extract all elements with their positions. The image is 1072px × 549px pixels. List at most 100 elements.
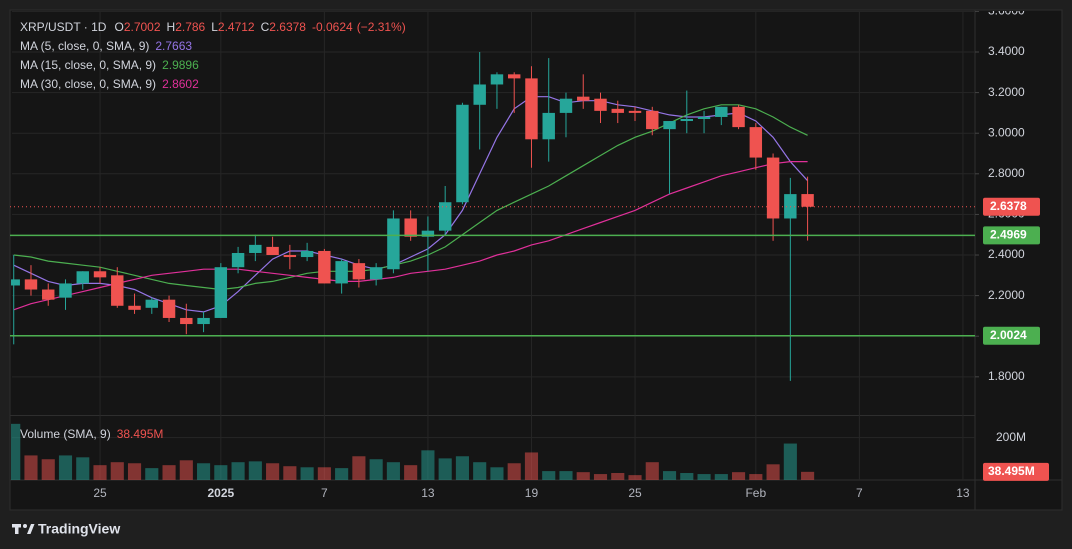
legend: XRP/USDT · 1D O2.7002 H2.786 L2.4712 C2.6378… (20, 20, 406, 441)
change-value: -0.0624 (312, 20, 353, 34)
ma-value: 2.9896 (162, 58, 199, 72)
x-tick-label: 13 (956, 486, 970, 500)
ma-line (13, 161, 808, 311)
ma-legend: MA (30, close, 0, SMA, 9) 2.8602 (20, 77, 199, 91)
price-label: 2.6378 (990, 199, 1027, 213)
candle-body (318, 250, 331, 284)
candle-body (732, 106, 745, 128)
candle-body (197, 317, 210, 325)
x-tick-label: 7 (856, 486, 863, 500)
volume-bar (421, 450, 435, 480)
y-tick-label: 2.8000 (988, 166, 1025, 180)
volume-bar (369, 459, 383, 480)
candle-body (93, 271, 107, 278)
volume-bar (162, 465, 176, 480)
volume-bar (41, 459, 55, 480)
volume-bar (11, 423, 21, 480)
volume-bar (524, 452, 539, 480)
volume-bar (732, 472, 746, 480)
volume-bar (58, 455, 73, 480)
ma-value: 2.7663 (155, 39, 192, 53)
candle-body (249, 244, 262, 253)
ohlc-value: 2.786 (175, 20, 205, 34)
candle-body (507, 74, 521, 79)
level-label-box (983, 326, 1040, 345)
branding: TradingView (38, 521, 120, 537)
ohlc-value: 2.7002 (124, 20, 161, 34)
candle-body (542, 112, 555, 140)
ohlc-label: C (261, 20, 270, 34)
symbol-title: XRP/USDT · 1D (20, 20, 107, 34)
volume-bar (783, 443, 797, 480)
candle-body (473, 84, 486, 105)
volume-bar (611, 473, 625, 480)
volume-bar (300, 467, 314, 480)
ma-value: 2.8602 (162, 77, 199, 91)
plot-area (11, 51, 815, 480)
candle-body (24, 279, 38, 290)
ma-legend: MA (5, close, 0, SMA, 9) 2.7663 (20, 39, 192, 53)
ohlc-label: H (167, 20, 176, 34)
volume-bar (197, 463, 211, 480)
y-tick-label: 2.2000 (988, 288, 1025, 302)
volume-bar (576, 472, 590, 480)
volume-bar (593, 474, 608, 480)
candle-body (162, 299, 176, 318)
volume-bar (76, 457, 90, 480)
candle-body (663, 121, 676, 130)
x-tick-label: 13 (421, 486, 435, 500)
x-tick-label: 25 (628, 486, 642, 500)
candle-body (697, 116, 711, 119)
volume-bar (24, 455, 38, 480)
volume-bar (317, 467, 331, 480)
candle-body (594, 98, 607, 111)
candle-body (438, 202, 452, 231)
candle-body (214, 267, 228, 318)
volume-bar (283, 466, 297, 480)
volume-bar (455, 456, 469, 480)
volume-bar (127, 463, 142, 480)
volume-bar (559, 471, 573, 480)
candle-body (749, 127, 763, 158)
ma-line (13, 104, 808, 291)
candle-body (145, 299, 159, 308)
candle-body (490, 74, 504, 85)
volume-name: Volume (SMA, 9) (20, 427, 111, 441)
volume-bar (697, 474, 711, 480)
candle-body (76, 271, 89, 284)
ma-name: MA (30, close, 0, SMA, 9) (20, 77, 156, 91)
volume-bar (714, 474, 728, 480)
level-label: 2.0024 (990, 328, 1027, 342)
candle-body (300, 250, 314, 258)
candle-body (559, 98, 573, 113)
volume-bar (335, 468, 349, 480)
candle-body (801, 194, 814, 207)
candle-body (266, 246, 279, 256)
candle-body (766, 157, 780, 219)
volume-bar (386, 462, 400, 480)
volume-bar (231, 462, 245, 480)
volume-bar (628, 475, 642, 480)
candle-body (231, 252, 245, 268)
x-tick-label: Feb (745, 486, 766, 500)
x-tick-label: 2025 (207, 486, 234, 500)
logo-part (15, 524, 19, 534)
volume-bar (766, 464, 780, 480)
volume-tick-label: 200M (996, 430, 1026, 444)
price-label-box (983, 197, 1040, 216)
volume-label-box (983, 462, 1049, 481)
x-tick-label: 7 (321, 486, 328, 500)
volume-label: 38.495M (988, 464, 1035, 478)
grid (12, 11, 975, 480)
volume-bar (662, 471, 677, 480)
candle-body (11, 279, 20, 286)
x-tick-label: 25 (93, 486, 107, 500)
volume-bar (145, 468, 159, 480)
volume-bar (473, 462, 487, 480)
volume-bar (179, 460, 193, 480)
branding-logo (12, 524, 35, 534)
volume-bar (248, 461, 262, 480)
candle-body (715, 106, 728, 117)
